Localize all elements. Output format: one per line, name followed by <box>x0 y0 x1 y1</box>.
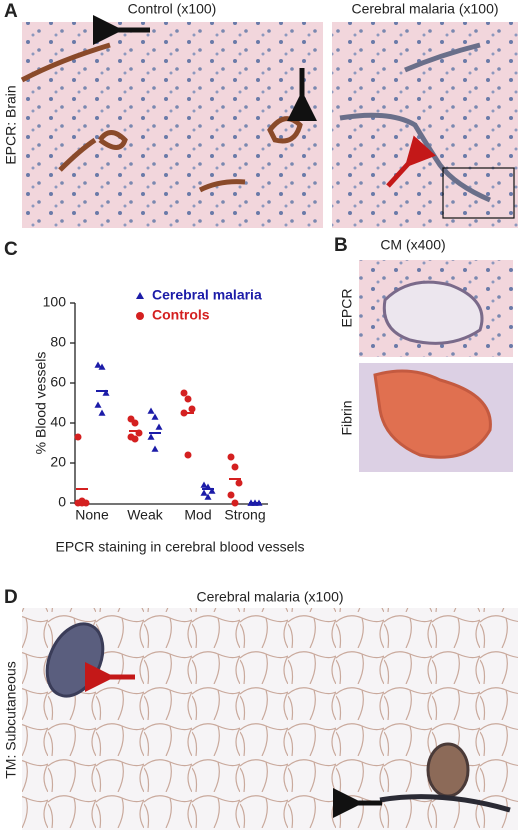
x-axis-label: EPCR staining in cerebral blood vessels <box>55 539 304 555</box>
image-title: Cerebral malaria (x100) <box>196 589 343 605</box>
data-point <box>98 363 106 370</box>
data-point <box>200 481 208 488</box>
vessel <box>382 280 484 345</box>
data-point <box>204 493 212 500</box>
vessel <box>379 794 511 813</box>
data-point <box>78 499 86 507</box>
panel-label: C <box>4 239 18 260</box>
side-label: EPCR <box>339 289 355 328</box>
side-label: TM: Subcutaneous <box>3 661 19 779</box>
data-point <box>180 389 188 397</box>
image-title: Cerebral malaria (x100) <box>351 1 498 17</box>
y-tick-label: 80 <box>50 334 66 350</box>
data-point <box>188 405 196 413</box>
micrograph <box>332 22 518 228</box>
data-point <box>131 419 139 427</box>
micrograph <box>22 608 518 830</box>
data-point <box>74 433 82 441</box>
y-tick-label: 0 <box>58 494 66 510</box>
legend-marker <box>136 292 144 299</box>
y-axis-label: % Blood vessels <box>33 352 49 455</box>
y-tick-label: 40 <box>50 414 66 430</box>
data-point <box>155 423 163 430</box>
y-tick-label: 60 <box>50 374 66 390</box>
x-tick-label: Weak <box>127 507 164 523</box>
data-point <box>102 389 110 396</box>
data-point <box>98 409 106 416</box>
vessel <box>426 742 470 798</box>
data-point <box>208 487 216 494</box>
side-label: Fibrin <box>339 400 355 435</box>
data-point <box>151 445 159 452</box>
legend-marker <box>136 312 144 320</box>
data-point <box>94 401 102 408</box>
data-point <box>227 491 235 499</box>
image-title: CM (x400) <box>380 237 445 253</box>
data-point <box>147 433 155 440</box>
x-tick-label: None <box>75 507 109 523</box>
image-title: Control (x100) <box>128 1 217 17</box>
vessel <box>20 42 303 193</box>
y-tick-label: 100 <box>43 294 67 310</box>
side-label: EPCR: Brain <box>3 85 19 164</box>
panel-label: B <box>334 235 348 256</box>
panel-label: A <box>4 1 18 22</box>
data-point <box>231 499 239 507</box>
fibrin-clot <box>373 369 492 459</box>
legend-label: Cerebral malaria <box>152 287 262 303</box>
data-point <box>147 407 155 414</box>
inset-box <box>442 167 515 219</box>
x-tick-label: Mod <box>184 507 211 523</box>
arrow <box>386 135 436 188</box>
y-tick-label: 20 <box>50 454 66 470</box>
x-tick-label: Strong <box>224 507 265 523</box>
data-point <box>94 361 102 368</box>
data-point <box>200 489 208 496</box>
data-point <box>231 463 239 471</box>
data-point <box>184 395 192 403</box>
dot-plot: % Blood vessels EPCR staining in cerebra… <box>33 287 305 555</box>
legend-label: Controls <box>152 307 210 323</box>
data-point <box>235 479 243 487</box>
panel-label: D <box>4 587 18 608</box>
data-point <box>151 413 159 420</box>
data-point <box>131 435 139 443</box>
data-point <box>184 451 192 459</box>
data-point <box>227 453 235 461</box>
